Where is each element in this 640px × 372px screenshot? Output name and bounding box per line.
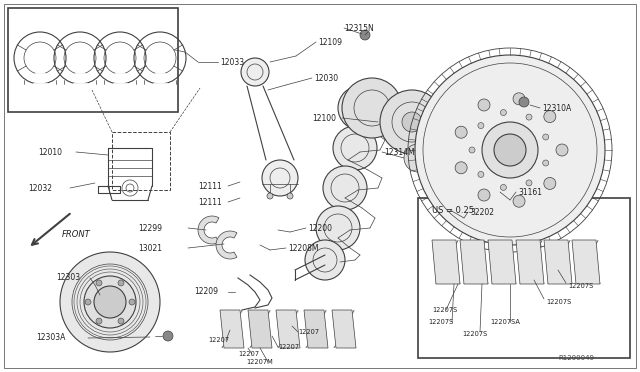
- Text: 12111: 12111: [198, 182, 221, 190]
- Circle shape: [544, 177, 556, 189]
- Text: 12314M: 12314M: [384, 148, 415, 157]
- Circle shape: [96, 280, 102, 286]
- Circle shape: [556, 144, 568, 156]
- Text: 12303: 12303: [56, 273, 80, 282]
- Text: R1200049: R1200049: [558, 355, 594, 361]
- Text: 12032: 12032: [28, 183, 52, 192]
- Text: 12207M: 12207M: [246, 359, 273, 365]
- Text: 12207S: 12207S: [462, 331, 487, 337]
- Polygon shape: [572, 240, 600, 284]
- Circle shape: [305, 240, 345, 280]
- Circle shape: [526, 114, 532, 120]
- Circle shape: [543, 160, 548, 166]
- Circle shape: [338, 86, 382, 130]
- Text: FRONT: FRONT: [62, 230, 91, 238]
- Circle shape: [380, 90, 444, 154]
- Text: 12030: 12030: [314, 74, 338, 83]
- Polygon shape: [248, 310, 272, 348]
- Text: 32202: 32202: [470, 208, 494, 217]
- Circle shape: [267, 193, 273, 199]
- Circle shape: [96, 318, 102, 324]
- Circle shape: [455, 126, 467, 138]
- Text: 12207S: 12207S: [546, 299, 572, 305]
- Text: 12111: 12111: [198, 198, 221, 206]
- Polygon shape: [516, 240, 544, 284]
- Circle shape: [342, 78, 402, 138]
- Wedge shape: [216, 231, 237, 259]
- Polygon shape: [460, 240, 488, 284]
- Circle shape: [415, 55, 605, 245]
- Circle shape: [85, 299, 91, 305]
- Circle shape: [513, 195, 525, 207]
- Text: 12207: 12207: [278, 344, 299, 350]
- Circle shape: [500, 110, 506, 116]
- Text: 12207: 12207: [298, 329, 319, 335]
- Circle shape: [478, 123, 484, 129]
- Polygon shape: [332, 310, 356, 348]
- Circle shape: [519, 97, 529, 107]
- Text: 12315N: 12315N: [344, 23, 374, 32]
- Text: 12033: 12033: [220, 58, 244, 67]
- Text: 12207S: 12207S: [428, 319, 453, 325]
- Circle shape: [118, 280, 124, 286]
- Circle shape: [262, 160, 298, 196]
- Text: 31161: 31161: [518, 187, 542, 196]
- Text: 12208M: 12208M: [288, 244, 319, 253]
- Circle shape: [241, 58, 269, 86]
- Circle shape: [129, 299, 135, 305]
- Text: 12207SA: 12207SA: [490, 319, 520, 325]
- Circle shape: [360, 30, 370, 40]
- Circle shape: [544, 110, 556, 123]
- Text: US = 0.25: US = 0.25: [432, 205, 474, 215]
- Wedge shape: [198, 216, 219, 244]
- Circle shape: [118, 318, 124, 324]
- Circle shape: [482, 122, 538, 178]
- Circle shape: [323, 166, 367, 210]
- Circle shape: [513, 93, 525, 105]
- Circle shape: [478, 171, 484, 177]
- Circle shape: [333, 126, 377, 170]
- Text: 12109: 12109: [318, 38, 342, 46]
- Circle shape: [94, 286, 126, 318]
- Circle shape: [84, 276, 136, 328]
- Circle shape: [500, 185, 506, 190]
- Text: 12010: 12010: [38, 148, 62, 157]
- Text: 12310A: 12310A: [542, 103, 572, 112]
- Circle shape: [316, 206, 360, 250]
- Bar: [8, 8, 178, 112]
- Text: 12207S: 12207S: [432, 307, 457, 313]
- Polygon shape: [544, 240, 572, 284]
- Circle shape: [455, 162, 467, 174]
- Text: 12200: 12200: [308, 224, 332, 232]
- Circle shape: [287, 193, 293, 199]
- Polygon shape: [304, 310, 328, 348]
- Circle shape: [494, 134, 526, 166]
- Text: 12100: 12100: [312, 113, 336, 122]
- Circle shape: [404, 144, 432, 172]
- Text: 12207: 12207: [208, 337, 229, 343]
- Polygon shape: [488, 240, 516, 284]
- Text: 12209: 12209: [194, 288, 218, 296]
- Polygon shape: [220, 310, 244, 348]
- Bar: [112, 132, 170, 190]
- Text: 12299: 12299: [138, 224, 162, 232]
- Polygon shape: [432, 240, 460, 284]
- Circle shape: [402, 112, 422, 132]
- Circle shape: [163, 331, 173, 341]
- Bar: [418, 198, 630, 358]
- Circle shape: [60, 252, 160, 352]
- Circle shape: [469, 147, 475, 153]
- Circle shape: [543, 134, 548, 140]
- Text: 13021: 13021: [138, 244, 162, 253]
- Text: 12207: 12207: [238, 351, 259, 357]
- Circle shape: [478, 99, 490, 111]
- Circle shape: [478, 189, 490, 201]
- Text: 12207S: 12207S: [568, 283, 593, 289]
- Text: 12303A: 12303A: [36, 334, 65, 343]
- Polygon shape: [276, 310, 300, 348]
- Circle shape: [526, 180, 532, 186]
